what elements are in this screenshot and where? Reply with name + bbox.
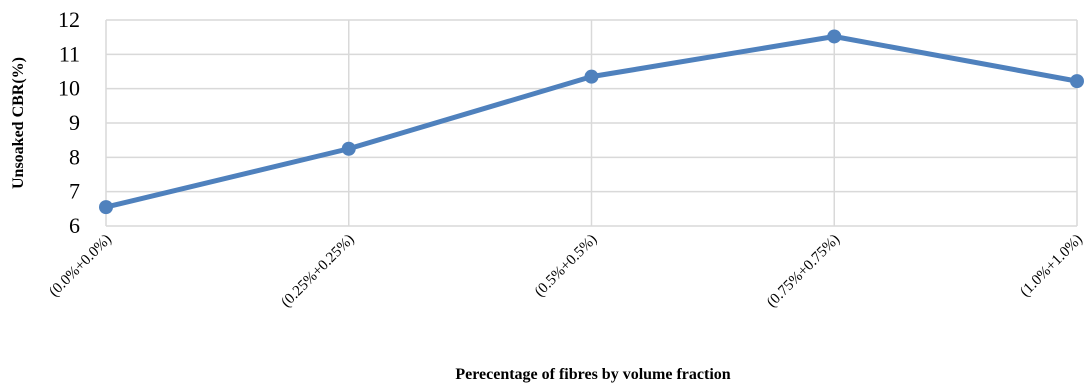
x-tick-label: (1.0%+1.0%) xyxy=(1017,232,1086,301)
data-point xyxy=(99,200,113,215)
data-point xyxy=(341,141,356,156)
x-axis-ticks: (0.0%+0.0%) (0.25%+0.25%) (0.5%+0.5%) (0.75… xyxy=(46,232,1086,311)
y-tick-label: 11 xyxy=(59,41,80,66)
grid-layer xyxy=(105,19,1078,227)
y-tick-label: 6 xyxy=(69,213,80,238)
x-tick-label: (0.75%+0.75%) xyxy=(764,232,843,311)
y-tick-label: 10 xyxy=(58,76,80,101)
y-tick-label: 7 xyxy=(69,179,80,204)
data-point xyxy=(1070,74,1084,89)
series-layer xyxy=(99,29,1084,215)
y-axis-ticks: 6 7 8 9 10 11 12 xyxy=(58,7,80,238)
x-tick-label: (0.5%+0.5%) xyxy=(532,232,601,301)
y-tick-label: 9 xyxy=(69,110,80,135)
x-axis-title: Perecentage of fibres by volume fraction xyxy=(455,366,730,383)
data-point xyxy=(827,29,842,44)
y-axis-title: Unsoaked CBR(%) xyxy=(10,57,27,189)
data-point xyxy=(584,69,599,84)
y-tick-label: 12 xyxy=(58,7,80,32)
y-tick-label: 8 xyxy=(69,144,80,169)
x-tick-label: (0.25%+0.25%) xyxy=(278,232,357,311)
x-tick-label: (0.0%+0.0%) xyxy=(46,232,115,301)
